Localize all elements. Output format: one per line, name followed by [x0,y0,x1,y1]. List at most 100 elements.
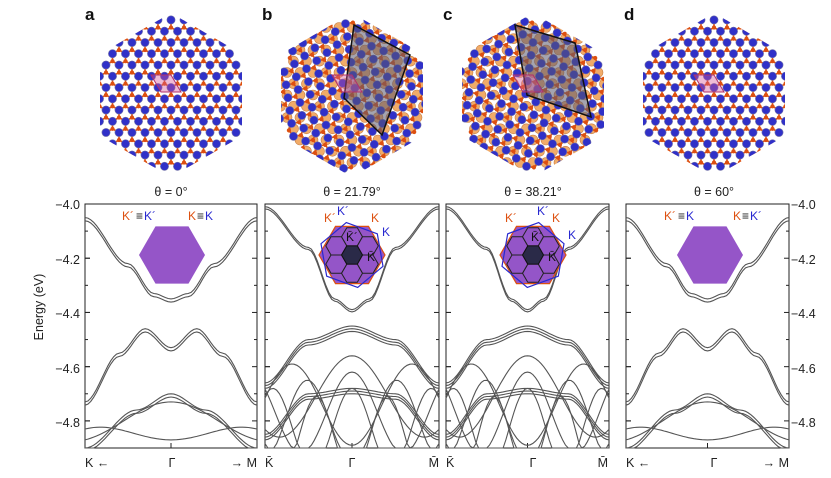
chalcogen-atom [683,150,693,160]
metal-atom [418,101,423,112]
chalcogen-atom [160,139,169,149]
metal-atom [685,92,691,98]
chalcogen-atom [186,71,195,81]
metal-atom [515,123,520,128]
chalcogen-atom [367,127,377,136]
chalcogen-atom [345,130,355,140]
unit-cell-highlight [512,74,544,93]
chalcogen-atom [199,139,208,149]
chalcogen-atom [524,148,533,158]
chalcogen-atom [166,128,176,137]
chalcogen-atom [147,94,156,104]
chalcogen-atom [564,23,574,33]
chalcogen-atom [192,150,202,160]
metal-atom [591,68,596,73]
chalcogen-atom [331,112,341,122]
chalcogen-atom [600,94,604,104]
chalcogen-atom [598,107,604,116]
metal-atom [194,25,200,30]
lattice-image-b [281,16,423,173]
chalcogen-atom [677,49,686,59]
chalcogen-atom [325,146,335,156]
chalcogen-atom [716,139,725,149]
chalcogen-atom [664,139,673,149]
chalcogen-atom [466,75,476,84]
chalcogen-atom [160,116,169,126]
metal-atom [488,73,493,78]
inset-k-labels-b: K´ K´ K K K̄´ K̄ [324,204,390,264]
chalcogen-atom [522,161,531,171]
chalcogen-atom [166,105,176,115]
metal-atom [533,152,538,157]
metal-atom [300,146,305,151]
metal-atom [309,125,314,130]
metal-atom [303,86,308,91]
chalcogen-atom [186,116,195,126]
metal-atom [136,81,141,86]
chalcogen-atom [541,105,551,115]
chalcogen-atom [153,105,163,115]
metal-atom [188,149,193,154]
metal-atom [103,92,109,98]
chalcogen-atom [186,49,195,59]
chalcogen-atom [735,60,745,70]
kbar-label: K̄ [367,250,375,264]
chalcogen-atom [417,74,423,83]
band-line [445,208,610,313]
metal-atom [350,20,355,25]
band-line [625,217,790,300]
chalcogen-atom [472,108,482,118]
chalcogen-atom [716,94,725,104]
metal-atom [493,35,498,40]
metal-atom [685,47,691,53]
band-line [445,363,610,446]
chalcogen-atom [231,60,241,70]
chalcogen-atom [289,131,298,141]
band-line [264,355,440,438]
chalcogen-atom [192,105,202,115]
metal-atom [698,25,704,30]
chalcogen-atom [761,38,771,47]
metal-atom [369,149,374,154]
metal-atom [175,36,180,41]
band-line [264,330,440,389]
metal-atom [315,91,320,96]
chalcogen-atom [748,83,758,92]
metal-atom [322,57,327,62]
metal-atom [500,68,505,73]
chalcogen-atom [552,28,562,38]
metal-atom [175,104,180,109]
chalcogen-atom [192,60,202,70]
kpath-labels-c: K̄ Γ M̄ [446,456,608,470]
metal-atom [181,25,187,30]
metal-atom [333,134,338,139]
chalcogen-atom [312,56,322,66]
metal-atom [666,36,671,41]
metal-atom [413,57,418,62]
metal-atom [513,136,518,141]
metal-atom [340,28,345,33]
metal-atom [116,137,122,143]
chalcogen-atom [462,100,472,110]
metal-atom [737,25,743,30]
metal-atom [465,70,471,75]
chalcogen-atom [231,83,241,92]
chalcogen-atom [140,60,150,70]
chalcogen-atom [591,73,601,83]
chalcogen-atom [309,115,319,125]
chalcogen-atom [768,49,777,59]
chalcogen-atom [160,49,169,59]
chalcogen-atom [281,80,291,90]
metal-atom [201,126,206,131]
unit-cell-highlight [331,74,363,93]
metal-atom [343,126,348,131]
metal-atom [504,115,510,120]
metal-atom [142,70,148,75]
metal-atom [295,107,300,112]
metal-atom [750,92,756,98]
chalcogen-atom [199,26,208,36]
metal-atom [307,112,312,117]
metal-atom [347,152,352,157]
twist-angle-d: θ = 60° [694,185,734,199]
metal-atom [227,104,232,109]
